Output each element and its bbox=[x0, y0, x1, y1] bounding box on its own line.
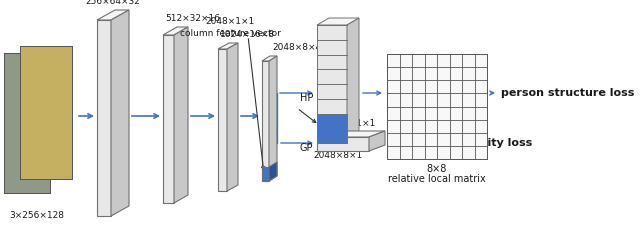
Polygon shape bbox=[269, 162, 277, 181]
Polygon shape bbox=[163, 27, 188, 35]
Polygon shape bbox=[163, 35, 174, 203]
Polygon shape bbox=[262, 56, 277, 61]
Text: 2048×1×1: 2048×1×1 bbox=[205, 18, 255, 27]
FancyBboxPatch shape bbox=[20, 46, 72, 179]
Text: relative local matrix: relative local matrix bbox=[388, 174, 486, 184]
Polygon shape bbox=[218, 49, 227, 191]
Text: 512×32×16: 512×32×16 bbox=[165, 14, 220, 23]
Text: global identity loss: global identity loss bbox=[413, 138, 532, 148]
Bar bbox=[4, 53, 50, 193]
Polygon shape bbox=[227, 43, 238, 191]
Text: 8×8: 8×8 bbox=[427, 164, 447, 174]
Polygon shape bbox=[369, 131, 385, 151]
Text: HP: HP bbox=[300, 93, 313, 103]
Polygon shape bbox=[347, 18, 359, 143]
Bar bbox=[387, 54, 487, 159]
Polygon shape bbox=[97, 20, 111, 216]
Polygon shape bbox=[262, 61, 269, 181]
Bar bbox=[20, 46, 72, 179]
Text: GP: GP bbox=[300, 143, 313, 153]
Text: 2048×8×1: 2048×8×1 bbox=[314, 151, 363, 159]
Text: 1024×16×8: 1024×16×8 bbox=[220, 30, 275, 39]
Polygon shape bbox=[218, 43, 238, 49]
Polygon shape bbox=[97, 10, 129, 20]
Text: 3×256×128: 3×256×128 bbox=[10, 212, 65, 221]
Polygon shape bbox=[317, 113, 347, 143]
Text: person structure loss: person structure loss bbox=[501, 88, 634, 98]
Polygon shape bbox=[317, 137, 369, 151]
Text: column feature vector: column feature vector bbox=[180, 28, 280, 37]
Polygon shape bbox=[317, 131, 385, 137]
Polygon shape bbox=[111, 10, 129, 216]
Polygon shape bbox=[269, 56, 277, 181]
Text: 2048×8×4: 2048×8×4 bbox=[272, 43, 321, 52]
Polygon shape bbox=[317, 18, 359, 25]
Text: 256×64×32: 256×64×32 bbox=[86, 0, 140, 6]
FancyBboxPatch shape bbox=[4, 53, 50, 193]
Text: 2048×1×1: 2048×1×1 bbox=[326, 119, 376, 128]
Polygon shape bbox=[262, 167, 269, 181]
Polygon shape bbox=[317, 25, 347, 143]
Polygon shape bbox=[174, 27, 188, 203]
